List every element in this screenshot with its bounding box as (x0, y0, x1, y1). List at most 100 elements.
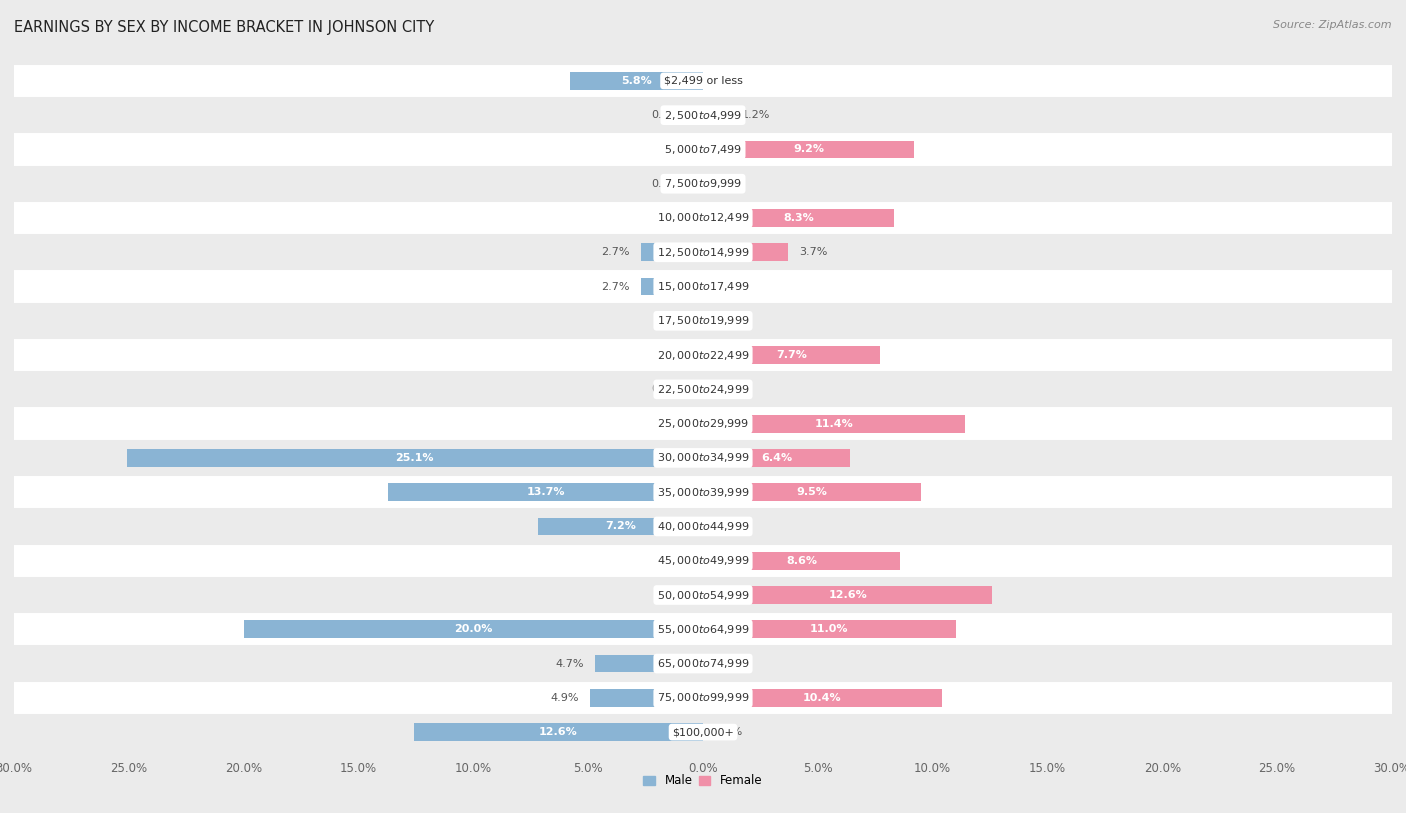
Text: $5,000 to $7,499: $5,000 to $7,499 (664, 143, 742, 156)
Bar (569, 72, 703, 89)
Bar (703, 107, 731, 124)
Bar (14, 63, 1392, 98)
Text: $12,500 to $14,999: $12,500 to $14,999 (657, 246, 749, 259)
Text: $17,500 to $19,999: $17,500 to $19,999 (657, 315, 749, 328)
Bar (703, 141, 914, 159)
Bar (14, 372, 1392, 406)
Text: $40,000 to $44,999: $40,000 to $44,999 (657, 520, 749, 533)
Text: $45,000 to $49,999: $45,000 to $49,999 (657, 554, 749, 567)
Bar (14, 509, 1392, 544)
Bar (697, 380, 703, 398)
Text: 13.7%: 13.7% (526, 487, 565, 498)
Bar (703, 689, 942, 706)
Text: 2.7%: 2.7% (600, 281, 630, 292)
Text: $20,000 to $22,499: $20,000 to $22,499 (657, 349, 749, 362)
Bar (413, 724, 703, 741)
Bar (243, 620, 703, 638)
Text: 8.6%: 8.6% (786, 556, 817, 566)
Bar (127, 449, 703, 467)
Text: 0.0%: 0.0% (664, 419, 692, 428)
Bar (703, 483, 921, 501)
Text: 0.0%: 0.0% (664, 590, 692, 600)
Bar (591, 689, 703, 706)
Text: 4.7%: 4.7% (555, 659, 583, 668)
Text: 25.1%: 25.1% (395, 453, 434, 463)
Text: 0.0%: 0.0% (714, 76, 742, 86)
Text: EARNINGS BY SEX BY INCOME BRACKET IN JOHNSON CITY: EARNINGS BY SEX BY INCOME BRACKET IN JOH… (14, 20, 434, 35)
Text: 6.4%: 6.4% (761, 453, 792, 463)
Bar (703, 209, 894, 227)
Text: $22,500 to $24,999: $22,500 to $24,999 (657, 383, 749, 396)
Bar (14, 98, 1392, 133)
Bar (14, 235, 1392, 269)
Bar (14, 133, 1392, 167)
Bar (14, 338, 1392, 372)
Text: 0.22%: 0.22% (651, 179, 686, 189)
Text: 0.0%: 0.0% (714, 315, 742, 326)
Bar (14, 441, 1392, 475)
Text: 0.0%: 0.0% (664, 350, 692, 360)
Bar (388, 483, 703, 501)
Bar (14, 646, 1392, 680)
Text: $65,000 to $74,999: $65,000 to $74,999 (657, 657, 749, 670)
Text: 11.0%: 11.0% (810, 624, 849, 634)
Text: 0.0%: 0.0% (664, 213, 692, 223)
Bar (703, 243, 787, 261)
Text: 5.8%: 5.8% (621, 76, 652, 86)
Text: 0.0%: 0.0% (664, 145, 692, 154)
Text: $15,000 to $17,499: $15,000 to $17,499 (657, 280, 749, 293)
Text: $25,000 to $29,999: $25,000 to $29,999 (657, 417, 749, 430)
Text: $2,499 or less: $2,499 or less (664, 76, 742, 86)
Text: 9.2%: 9.2% (793, 145, 824, 154)
Bar (703, 552, 900, 570)
Bar (14, 304, 1392, 338)
Text: $30,000 to $34,999: $30,000 to $34,999 (657, 451, 749, 464)
Text: 0.0%: 0.0% (714, 179, 742, 189)
Bar (14, 475, 1392, 509)
Text: 0.0%: 0.0% (664, 556, 692, 566)
Bar (697, 175, 703, 193)
Bar (14, 680, 1392, 715)
Text: 0.0%: 0.0% (664, 315, 692, 326)
Bar (14, 715, 1392, 750)
Text: $75,000 to $99,999: $75,000 to $99,999 (657, 691, 749, 704)
Text: 3.7%: 3.7% (800, 247, 828, 257)
Text: 0.0%: 0.0% (714, 385, 742, 394)
Text: $7,500 to $9,999: $7,500 to $9,999 (664, 177, 742, 190)
Bar (703, 620, 956, 638)
Bar (641, 277, 703, 295)
Text: 12.6%: 12.6% (538, 727, 578, 737)
Text: $35,000 to $39,999: $35,000 to $39,999 (657, 485, 749, 498)
Text: 11.4%: 11.4% (814, 419, 853, 428)
Text: 7.2%: 7.2% (605, 521, 636, 532)
Text: 0.22%: 0.22% (651, 385, 686, 394)
Text: $55,000 to $64,999: $55,000 to $64,999 (657, 623, 749, 636)
Text: 2.7%: 2.7% (600, 247, 630, 257)
Text: 0.0%: 0.0% (714, 727, 742, 737)
Text: 0.0%: 0.0% (714, 659, 742, 668)
Bar (14, 578, 1392, 612)
Text: 7.7%: 7.7% (776, 350, 807, 360)
Bar (14, 201, 1392, 235)
Bar (14, 406, 1392, 441)
Bar (697, 107, 703, 124)
Text: $10,000 to $12,499: $10,000 to $12,499 (657, 211, 749, 224)
Bar (14, 544, 1392, 578)
Bar (703, 449, 851, 467)
Text: 12.6%: 12.6% (828, 590, 868, 600)
Bar (641, 243, 703, 261)
Text: 9.5%: 9.5% (797, 487, 828, 498)
Bar (14, 612, 1392, 646)
Bar (14, 167, 1392, 201)
Text: 10.4%: 10.4% (803, 693, 842, 702)
Bar (14, 269, 1392, 304)
Bar (703, 586, 993, 604)
Bar (703, 415, 965, 433)
Bar (595, 654, 703, 672)
Text: $2,500 to $4,999: $2,500 to $4,999 (664, 109, 742, 122)
Text: 8.3%: 8.3% (783, 213, 814, 223)
Text: 4.9%: 4.9% (551, 693, 579, 702)
Legend: Male, Female: Male, Female (638, 770, 768, 792)
Text: 0.22%: 0.22% (651, 111, 686, 120)
Text: 0.0%: 0.0% (714, 521, 742, 532)
